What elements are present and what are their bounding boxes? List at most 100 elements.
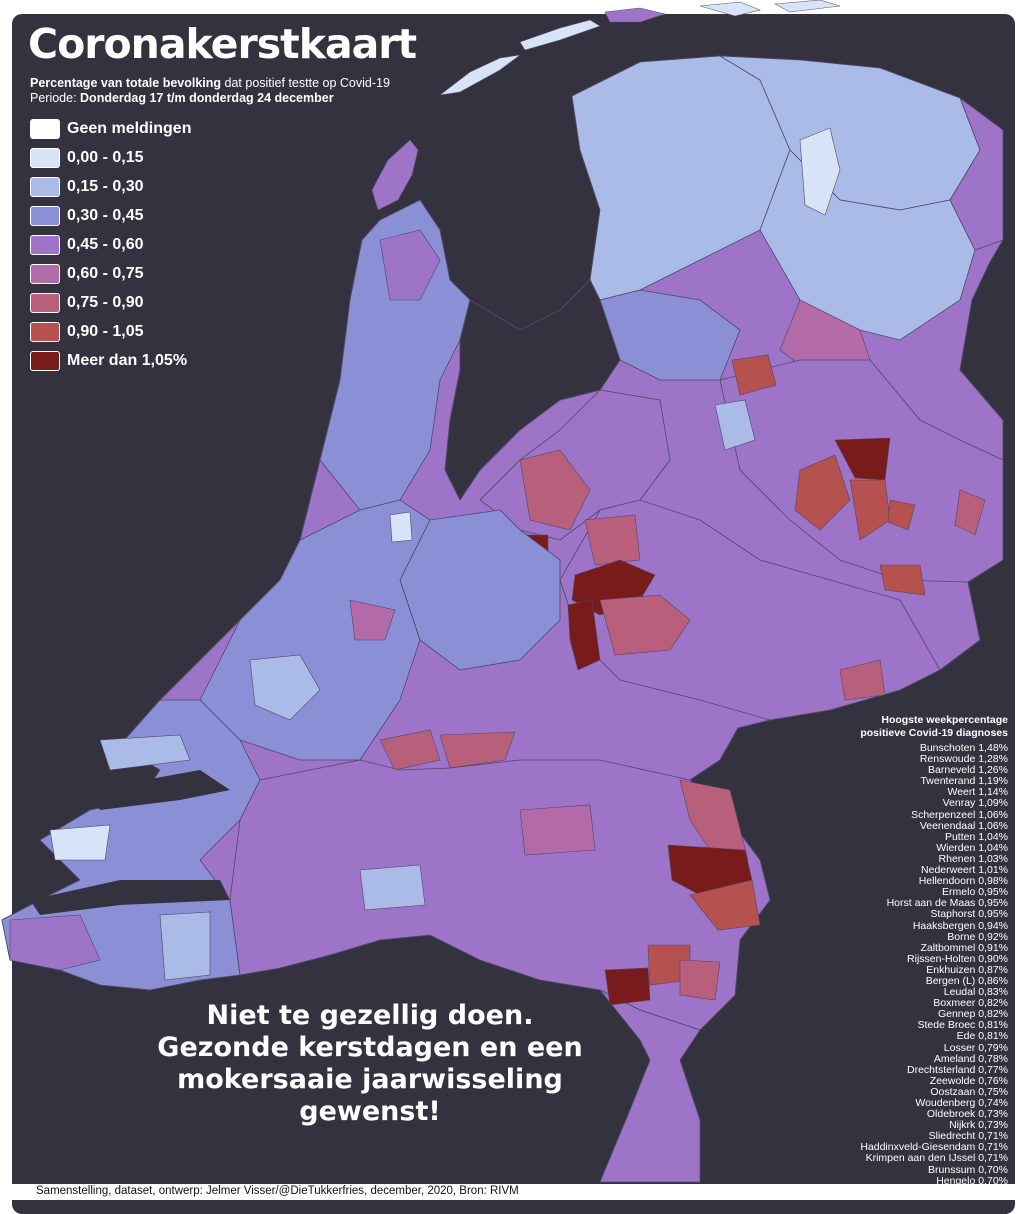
legend-swatch xyxy=(30,118,60,139)
municipality-lingewaard xyxy=(839,659,886,701)
subtitle-prefix-2: Periode: xyxy=(30,91,81,105)
island-vlieland xyxy=(439,54,521,96)
island-rottumeroog xyxy=(773,0,841,13)
message-line-2: Gezonde kerstdagen en een xyxy=(157,1032,583,1063)
region-limburg xyxy=(599,989,701,1183)
legend-swatch xyxy=(30,147,60,168)
ranking-item: Zeewolde 0,76% xyxy=(929,1074,1008,1087)
ranking-item: Krimpen aan den IJssel 0,71% xyxy=(865,1152,1008,1165)
legend-label: 0,45 - 0,60 xyxy=(67,235,144,253)
subtitle-line-2: Periode: Donderdag 17 t/m donderdag 24 d… xyxy=(30,91,390,106)
message-line-4: gewenst! xyxy=(299,1096,441,1127)
ranking-item: Brunssum 0,70% xyxy=(928,1163,1008,1176)
subtitle-bold-2: Donderdag 17 t/m donderdag 24 december xyxy=(80,91,334,105)
message-line-3: mokersaaie jaarwisseling xyxy=(177,1064,563,1095)
credits-bar: Samenstelling, dataset, ontwerp: Jelmer … xyxy=(0,1184,1020,1200)
legend-item: 0,45 - 0,60 xyxy=(30,230,191,259)
island-terschelling xyxy=(519,19,601,51)
municipality-pale-north xyxy=(799,127,841,216)
ranking-item: Haddinxveld-Giesendam 0,71% xyxy=(860,1141,1008,1154)
map-subtitle: Percentage van totale bevolking dat posi… xyxy=(30,76,390,106)
message-line-1: Niet te gezellig doen. xyxy=(206,1000,534,1031)
ranking-title-line-1: Hoogste weekpercentage xyxy=(881,714,1008,726)
ranking-item: Bergen (L) 0,86% xyxy=(925,974,1008,987)
legend-swatch xyxy=(30,234,60,255)
zeeland-water-1 xyxy=(90,770,230,810)
ranking-item: Ermelo 0,95% xyxy=(942,886,1008,899)
ranking-item: Venray 1,09% xyxy=(942,797,1008,810)
municipality-sliedrecht xyxy=(379,729,441,771)
credits-text: Samenstelling, dataset, ontwerp: Jelmer … xyxy=(36,1185,519,1197)
zeeland-water-2 xyxy=(30,880,230,915)
subtitle-bold-1: Percentage van totale bevolking xyxy=(30,76,222,90)
region-noordoostpolder xyxy=(599,289,741,381)
legend-label: 0,00 - 0,15 xyxy=(67,148,144,166)
ranking-item: Putten 1,04% xyxy=(944,830,1008,843)
ranking-item: Hengelo 0,70% xyxy=(936,1174,1008,1187)
subtitle-line-1: Percentage van totale bevolking dat posi… xyxy=(30,76,390,91)
municipality-brabant-pale xyxy=(359,864,426,911)
ranking-item: Enkhuizen 0,87% xyxy=(926,963,1008,976)
region-noord-holland xyxy=(319,199,471,511)
ranking-item: Bunschoten 1,48% xyxy=(919,742,1008,754)
municipality-zeewolde xyxy=(519,449,591,531)
legend-item: Geen meldingen xyxy=(30,114,191,143)
ranking-items: Bunschoten 1,48% Renswoude 1,28% Barneveld… xyxy=(770,742,1008,1187)
ranking-item: Oldebroek 0,73% xyxy=(926,1108,1008,1121)
legend-swatch xyxy=(30,321,60,342)
ranking-item: Oostzaan 0,75% xyxy=(930,1085,1008,1098)
municipality-zwolle-area xyxy=(714,399,756,451)
ranking-item: Twenterand 1,19% xyxy=(920,775,1008,788)
ranking-item: Weert 1,14% xyxy=(947,786,1008,799)
legend: Geen meldingen 0,00 - 0,15 0,15 - 0,30 0… xyxy=(30,114,191,375)
ranking-item: Stede Broec 0,81% xyxy=(917,1019,1008,1032)
ranking-list: Hoogste weekpercentage positieve Covid-1… xyxy=(770,714,1008,1187)
municipality-den-haag xyxy=(249,654,321,721)
municipality-zaltbommel xyxy=(439,731,516,769)
legend-item: 0,60 - 0,75 xyxy=(30,259,191,288)
ranking-item: Veenendaal 1,06% xyxy=(919,819,1008,832)
legend-label: Meer dan 1,05% xyxy=(67,351,188,369)
municipality-veenendaal-rhenen xyxy=(567,599,601,671)
ranking-item: Woudenberg 0,74% xyxy=(915,1097,1008,1109)
ranking-item: Nijkrk 0,73% xyxy=(949,1119,1008,1132)
municipality-horst xyxy=(689,879,761,931)
ijsselmeer xyxy=(444,279,621,501)
ranking-item: Borne 0,92% xyxy=(947,930,1008,943)
legend-label: Geen meldingen xyxy=(67,119,192,137)
ranking-item: Ameland 0,78% xyxy=(933,1052,1008,1065)
legend-swatch xyxy=(30,205,60,226)
municipality-leudal xyxy=(679,959,721,1001)
ranking-item: Barneveld 1,26% xyxy=(928,764,1008,777)
ranking-item: Sliedrecht 0,71% xyxy=(928,1130,1008,1143)
ranking-item: Gennep 0,82% xyxy=(937,1008,1008,1021)
legend-item: 0,00 - 0,15 xyxy=(30,143,191,172)
legend-swatch xyxy=(30,263,60,284)
municipality-leiden-area xyxy=(349,599,396,641)
ranking-item: Rhenen 1,03% xyxy=(938,852,1008,865)
municipality-haaksbergen xyxy=(879,564,926,596)
municipality-borne xyxy=(887,499,916,531)
legend-item: 0,30 - 0,45 xyxy=(30,201,191,230)
map-title: Coronakerstkaart xyxy=(28,20,417,68)
ranking-item: Losser 0,79% xyxy=(943,1041,1008,1054)
ranking-item: Renswoude 1,28% xyxy=(919,753,1008,766)
legend-item: 0,15 - 0,30 xyxy=(30,172,191,201)
legend-swatch xyxy=(30,176,60,197)
ranking-item: Boxmeer 0,82% xyxy=(933,997,1008,1010)
legend-item: 0,75 - 0,90 xyxy=(30,288,191,317)
legend-item: Meer dan 1,05% xyxy=(30,346,191,375)
ranking-item: Staphorst 0,95% xyxy=(930,908,1008,921)
municipality-staphorst xyxy=(731,354,777,396)
municipality-ede xyxy=(599,594,691,656)
subtitle-rest-1: dat positief testte op Covid-19 xyxy=(221,76,390,90)
municipality-losser xyxy=(954,489,986,536)
ranking-item: Zaltbommel 0,91% xyxy=(920,941,1008,954)
legend-label: 0,75 - 0,90 xyxy=(67,293,144,311)
municipality-terneuzen xyxy=(159,911,211,981)
ranking-title-line-2: positieve Covid-19 diagnoses xyxy=(860,727,1008,739)
ranking-item: Wierden 1,04% xyxy=(936,841,1008,854)
ranking-item: Scherpenzeel 1,06% xyxy=(911,808,1008,821)
legend-label: 0,90 - 1,05 xyxy=(67,322,144,340)
